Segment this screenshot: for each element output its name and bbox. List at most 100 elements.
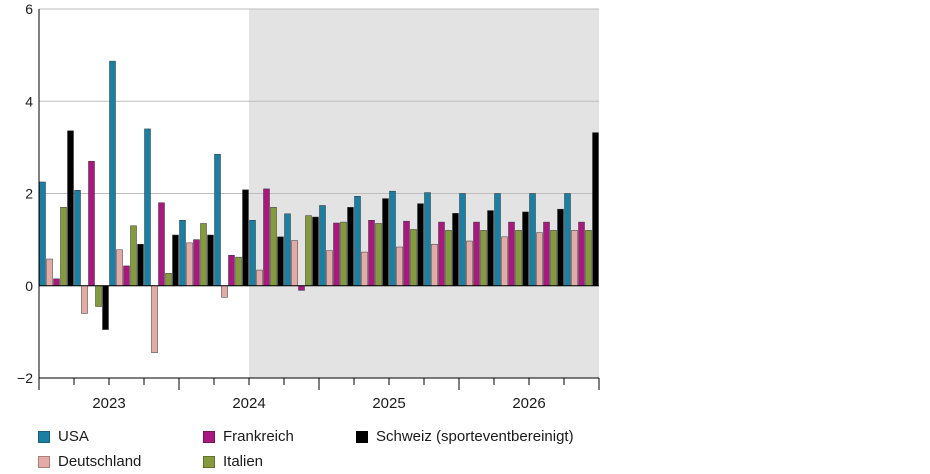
bar-usa	[179, 220, 186, 286]
bar-schweiz	[522, 211, 529, 286]
bar-deutschland	[431, 243, 438, 287]
bar-deutschland	[116, 249, 123, 287]
bar-usa	[109, 60, 116, 287]
legend-swatch-usa	[38, 430, 50, 443]
y-tick-label: −2	[17, 370, 33, 386]
legend-swatch-schweiz	[356, 430, 368, 443]
bar-frankreich	[473, 221, 480, 287]
bar-italien	[305, 215, 312, 286]
bar-frankreich	[298, 285, 305, 291]
legend-label-schweiz: Schweiz (sporteventbereinigt)	[376, 428, 574, 445]
bar-schweiz	[277, 236, 284, 286]
x-year-label: 2025	[372, 395, 405, 412]
legend-label-usa: USA	[58, 428, 89, 445]
legend-label-frankreich: Frankreich	[223, 428, 294, 445]
legend-swatch-frankreich	[203, 430, 215, 443]
bar-frankreich	[438, 221, 445, 287]
bar-italien	[375, 223, 382, 286]
bar-usa	[74, 190, 81, 287]
bar-italien	[410, 229, 417, 286]
bar-deutschland	[501, 236, 508, 286]
bar-italien	[200, 223, 207, 286]
bar-usa	[39, 181, 46, 286]
bar-frankreich	[193, 239, 200, 286]
legend-item-frankreich: Frankreich	[203, 428, 294, 445]
bar-schweiz	[592, 132, 599, 286]
bar-italien	[340, 221, 347, 287]
bar-deutschland	[256, 269, 263, 287]
bar-frankreich	[158, 202, 165, 287]
bar-italien	[130, 225, 137, 287]
bar-schweiz	[242, 189, 249, 286]
bar-deutschland	[571, 230, 578, 286]
bar-deutschland	[151, 285, 158, 353]
bar-deutschland	[46, 258, 53, 286]
bar-italien	[585, 230, 592, 286]
bar-usa	[249, 220, 256, 286]
bar-italien	[165, 273, 172, 287]
bar-italien	[270, 207, 277, 286]
legend-item-italien: Italien	[203, 453, 263, 470]
bar-schweiz	[382, 198, 389, 286]
bar-schweiz	[347, 207, 354, 286]
x-year-label: 2023	[92, 395, 125, 412]
bar-deutschland	[291, 240, 298, 286]
bar-deutschland	[81, 285, 88, 314]
legend-swatch-italien	[203, 455, 215, 468]
y-tick-label: 2	[25, 186, 33, 202]
bar-schweiz	[487, 210, 494, 286]
bar-schweiz	[207, 234, 214, 286]
bar-italien	[60, 207, 67, 286]
bar-italien	[445, 230, 452, 286]
bar-usa	[319, 205, 326, 286]
bar-usa	[494, 193, 501, 286]
legend-swatch-deutschland	[38, 455, 50, 468]
x-year-label: 2026	[512, 395, 545, 412]
legend-label-italien: Italien	[223, 453, 264, 470]
legend-item-schweiz: Schweiz (sporteventbereinigt)	[356, 428, 574, 445]
bar-schweiz	[137, 243, 144, 287]
legend-item-deutschland: Deutschland	[38, 453, 141, 470]
bar-frankreich	[403, 220, 410, 286]
legend: USA Deutschland Frankreich Italien Schwe…	[38, 428, 638, 472]
bar-schweiz	[557, 208, 564, 286]
bar-schweiz	[102, 285, 109, 330]
bar-frankreich	[123, 265, 130, 287]
bar-frankreich	[508, 221, 515, 287]
x-year-label: 2024	[232, 395, 265, 412]
bar-deutschland	[536, 232, 543, 287]
bar-schweiz	[452, 213, 459, 287]
bar-frankreich	[578, 221, 585, 287]
y-tick-label: 6	[25, 1, 33, 17]
bar-deutschland	[466, 240, 473, 286]
y-tick-label: 0	[25, 278, 33, 294]
bar-usa	[529, 193, 536, 286]
bar-usa	[284, 213, 291, 286]
bar-deutschland	[186, 242, 193, 286]
bar-deutschland	[326, 250, 333, 287]
bar-italien	[95, 285, 102, 307]
bar-frankreich	[368, 220, 375, 286]
bar-schweiz	[312, 216, 319, 286]
bar-deutschland	[396, 246, 403, 287]
bar-usa	[144, 128, 151, 286]
bar-schweiz	[417, 203, 424, 287]
bar-usa	[424, 192, 431, 286]
bar-frankreich	[228, 255, 235, 286]
bar-deutschland	[361, 251, 368, 286]
bar-frankreich	[333, 222, 340, 287]
bar-chart: 6 4 2 0 −2 2023 2024 2025 2026	[17, 1, 600, 412]
bar-usa	[354, 196, 361, 286]
bar-italien	[480, 230, 487, 286]
bar-italien	[550, 230, 557, 286]
bar-italien	[515, 230, 522, 286]
bar-usa	[214, 154, 221, 286]
legend-label-deutschland: Deutschland	[58, 453, 142, 470]
bar-deutschland	[221, 285, 228, 298]
bar-frankreich	[88, 160, 95, 286]
bar-schweiz	[172, 234, 179, 286]
bar-usa	[564, 193, 571, 286]
bar-usa	[459, 193, 466, 286]
bar-usa	[389, 190, 396, 287]
